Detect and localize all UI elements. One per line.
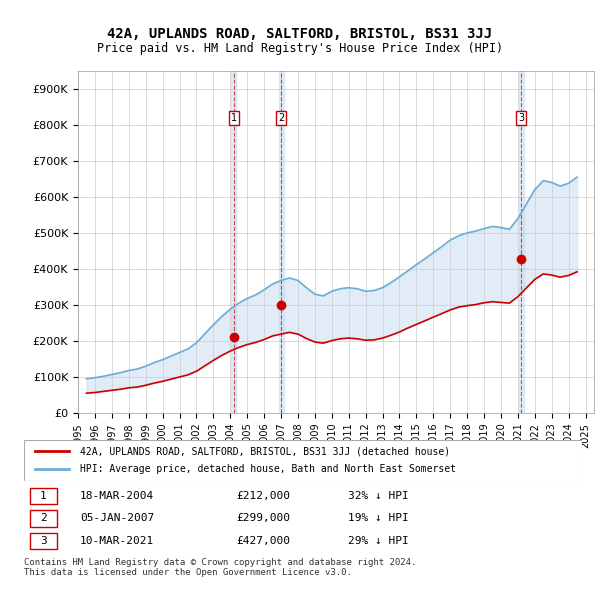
FancyBboxPatch shape: [29, 533, 58, 549]
Text: HPI: Average price, detached house, Bath and North East Somerset: HPI: Average price, detached house, Bath…: [80, 464, 456, 474]
Text: Contains HM Land Registry data © Crown copyright and database right 2024.
This d: Contains HM Land Registry data © Crown c…: [24, 558, 416, 577]
Text: 1: 1: [40, 491, 47, 501]
Text: 05-JAN-2007: 05-JAN-2007: [80, 513, 154, 523]
FancyBboxPatch shape: [24, 440, 582, 481]
Text: 29% ↓ HPI: 29% ↓ HPI: [347, 536, 409, 546]
Bar: [518, 71, 524, 413]
FancyBboxPatch shape: [29, 488, 58, 504]
Text: 2: 2: [278, 113, 284, 123]
Text: 1: 1: [231, 113, 237, 123]
Bar: [231, 71, 236, 413]
Text: £427,000: £427,000: [236, 536, 290, 546]
Text: £212,000: £212,000: [236, 491, 290, 501]
Bar: [278, 71, 284, 413]
Text: 3: 3: [40, 536, 47, 546]
Text: 10-MAR-2021: 10-MAR-2021: [80, 536, 154, 546]
Text: Price paid vs. HM Land Registry's House Price Index (HPI): Price paid vs. HM Land Registry's House …: [97, 42, 503, 55]
Text: 32% ↓ HPI: 32% ↓ HPI: [347, 491, 409, 501]
Text: 2: 2: [40, 513, 47, 523]
Text: 3: 3: [518, 113, 524, 123]
Text: 42A, UPLANDS ROAD, SALTFORD, BRISTOL, BS31 3JJ: 42A, UPLANDS ROAD, SALTFORD, BRISTOL, BS…: [107, 27, 493, 41]
FancyBboxPatch shape: [29, 510, 58, 526]
Text: 18-MAR-2004: 18-MAR-2004: [80, 491, 154, 501]
Text: 19% ↓ HPI: 19% ↓ HPI: [347, 513, 409, 523]
Text: £299,000: £299,000: [236, 513, 290, 523]
Text: 42A, UPLANDS ROAD, SALTFORD, BRISTOL, BS31 3JJ (detached house): 42A, UPLANDS ROAD, SALTFORD, BRISTOL, BS…: [80, 446, 450, 456]
